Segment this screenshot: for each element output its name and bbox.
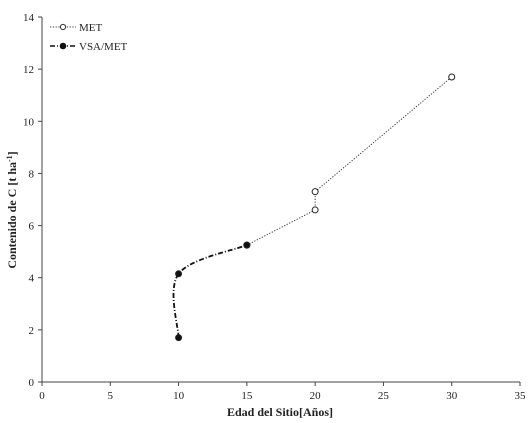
y-tick-label: 14 [23, 12, 35, 24]
x-tick-label: 0 [39, 390, 45, 402]
x-tick-label: 35 [515, 390, 527, 402]
y-tick-label: 0 [29, 377, 35, 389]
y-tick-label: 8 [29, 168, 35, 180]
y-tick-label: 2 [29, 325, 35, 337]
svg-text:Contenido de C [t ha-1]: Contenido de C [t ha-1] [5, 151, 20, 268]
y-axis-title-main: Contenido de C [t ha [5, 162, 19, 269]
y-axis-ticks: 0 2 4 6 8 10 12 14 [23, 12, 42, 389]
y-tick-label: 6 [29, 221, 35, 233]
x-tick-label: 15 [241, 390, 253, 402]
series-lines [172, 76, 453, 338]
data-point-vsa-met [175, 270, 183, 278]
data-point-vsa-met [243, 241, 251, 249]
data-point-met [311, 188, 319, 196]
legend-label-met: MET [79, 22, 103, 34]
x-axis-title: Edad del Sitio[Años] [227, 405, 333, 419]
legend-marker-vsa-met [59, 42, 67, 50]
legend: MET VSA/MET [50, 22, 128, 53]
axes [41, 17, 520, 383]
x-tick-label: 30 [446, 390, 458, 402]
x-axis-ticks: 0 5 10 15 20 25 30 35 [39, 382, 526, 402]
x-tick-label: 25 [378, 390, 390, 402]
y-tick-label: 10 [23, 116, 35, 128]
data-point-vsa-met [175, 334, 183, 342]
legend-label-vsa-met: VSA/MET [79, 41, 128, 53]
legend-item-met: MET [50, 22, 103, 34]
y-tick-label: 4 [29, 273, 35, 285]
x-tick-label: 20 [310, 390, 322, 402]
legend-marker-met [59, 23, 67, 31]
y-axis-title: Contenido de C [t ha-1] [5, 151, 20, 268]
x-tick-label: 5 [108, 390, 114, 402]
y-axis-title-end: ] [5, 151, 19, 155]
x-tick-label: 10 [173, 390, 185, 402]
data-point-met [448, 73, 456, 81]
series-markers [175, 73, 456, 342]
series-line-vsa-met [172, 244, 248, 338]
legend-item-vsa-met: VSA/MET [50, 41, 128, 53]
series-line-met [246, 76, 453, 246]
y-axis-title-sup: -1 [5, 155, 14, 162]
y-tick-label: 12 [23, 64, 34, 76]
data-point-met [311, 206, 319, 214]
